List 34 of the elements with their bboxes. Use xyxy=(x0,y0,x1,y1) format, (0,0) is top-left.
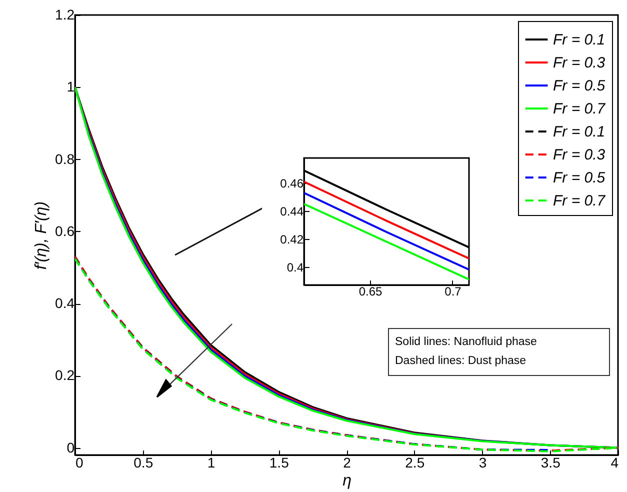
y-tick-label: 0.8 xyxy=(55,150,75,167)
y-tick-label: 1.2 xyxy=(55,6,75,22)
y-tick-label: 0 xyxy=(66,439,75,456)
y-tick-label: 0.4 xyxy=(286,260,304,274)
y-axis-title: f′(η), F′(η) xyxy=(33,201,50,270)
legend-label: Fr = 0.5 xyxy=(553,170,606,186)
x-tick-label: 2 xyxy=(343,454,352,470)
x-tick-label: 0.7 xyxy=(444,284,462,298)
y-tick-label: 0.2 xyxy=(55,367,75,384)
y-tick-label: 1 xyxy=(66,78,75,95)
x-tick-label: 3.5 xyxy=(540,454,561,470)
y-tick-label: 0.46 xyxy=(280,176,304,191)
x-tick-label: 2.5 xyxy=(405,454,425,470)
text-box: Solid lines: Nanofluid phase Dashed lines: Dust phase xyxy=(388,328,610,376)
x-tick-label: 0.65 xyxy=(358,284,382,298)
x-tick-label: 0.5 xyxy=(134,454,154,470)
legend-label: Fr = 0.5 xyxy=(553,78,606,94)
y-tick-label: 0.4 xyxy=(55,295,75,312)
x-tick-label: 4 xyxy=(610,454,619,470)
y-tick-label: 0.44 xyxy=(280,204,304,219)
x-axis-title: η xyxy=(342,472,352,490)
legend-label: Fr = 0.7 xyxy=(553,100,606,118)
annotation: Solid lines: Nanofluid phase xyxy=(395,335,538,350)
annotation: Dashed lines: Dust phase xyxy=(395,354,528,369)
legend-label: Fr = 0.7 xyxy=(553,192,606,210)
legend-label: Fr = 0.1 xyxy=(553,32,606,48)
x-tick-label: 3 xyxy=(478,454,487,470)
y-tick-label: 0.6 xyxy=(55,222,75,239)
legend-label: Fr = 0.1 xyxy=(553,124,606,140)
legend-label: Fr = 0.3 xyxy=(553,146,606,164)
x-tick-label: 1 xyxy=(207,454,216,470)
legend-label: Fr = 0.3 xyxy=(553,54,606,72)
x-tick-label: 1.5 xyxy=(269,454,290,470)
y-tick-label: 0.42 xyxy=(280,232,304,246)
